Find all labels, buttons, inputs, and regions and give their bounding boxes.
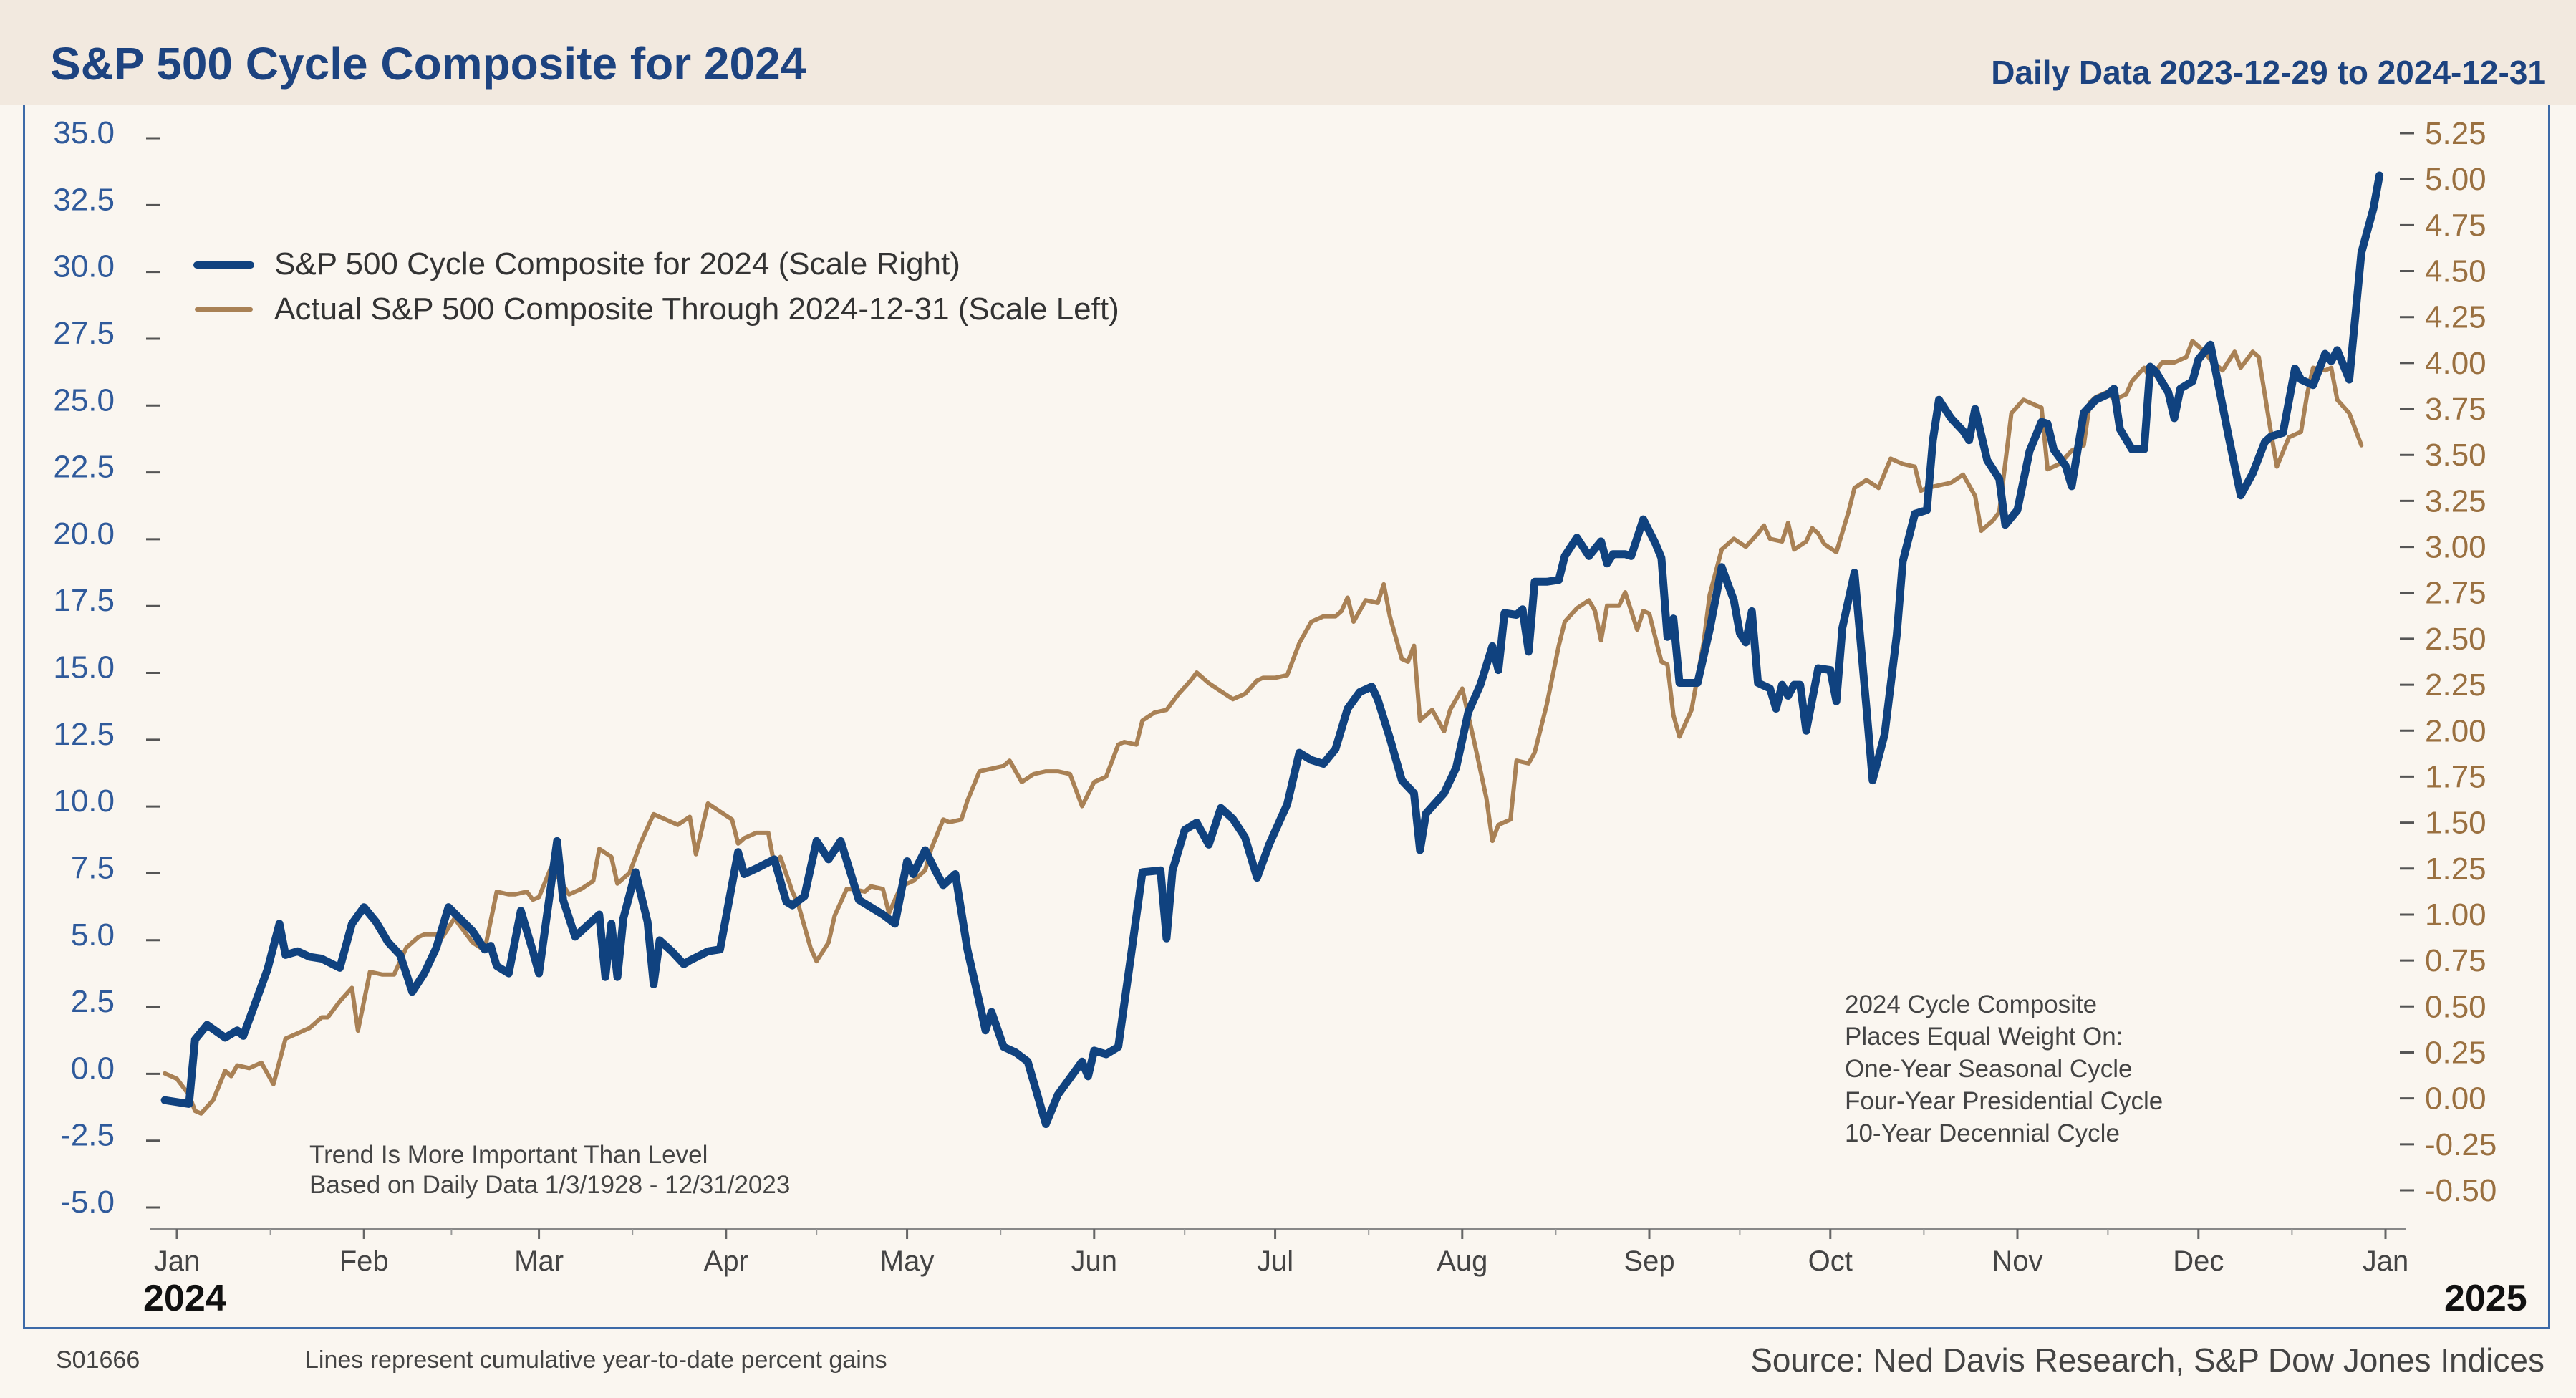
left-tick-label: 5.0 [71, 917, 115, 953]
source-note: Source: Ned Davis Research, S&P Dow Jone… [1750, 1341, 2544, 1379]
left-tick-label: 25.0 [53, 382, 115, 418]
left-tick-label: 0.0 [71, 1051, 115, 1086]
x-tick-label: Jul [1257, 1245, 1293, 1277]
trend-note-line-1: Trend Is More Important Than Level [309, 1141, 708, 1169]
x-tick-label: Nov [1992, 1245, 2042, 1277]
chart-title: S&P 500 Cycle Composite for 2024 [50, 38, 806, 90]
right-tick-label: 1.25 [2425, 852, 2486, 887]
right-tick-label: 2.50 [2425, 622, 2486, 657]
left-tick-label: 10.0 [53, 784, 115, 819]
right-tick-label: 2.00 [2425, 713, 2486, 748]
left-tick-label: 22.5 [53, 450, 115, 485]
plot-lines [160, 171, 2384, 1129]
x-tick-label: Sep [1624, 1245, 1674, 1277]
year-start-label: 2024 [143, 1278, 226, 1319]
composite-note-line-5: 10-Year Decennial Cycle [1845, 1119, 2120, 1147]
series-line-actual [163, 339, 2364, 1116]
x-tick-label: May [880, 1245, 935, 1277]
right-tick-label: 1.00 [2425, 897, 2486, 932]
right-tick-label: 2.75 [2425, 576, 2486, 611]
right-tick-label: 4.50 [2425, 254, 2486, 289]
legend-label-composite: S&P 500 Cycle Composite for 2024 (Scale … [274, 246, 960, 281]
left-tick-label: -2.5 [60, 1118, 115, 1153]
trend-note: Trend Is More Important Than Level Based… [309, 1141, 790, 1199]
right-tick-label: 0.00 [2425, 1081, 2486, 1117]
composite-note: 2024 Cycle Composite Places Equal Weight… [1845, 990, 2163, 1147]
right-tick-label: 5.00 [2425, 162, 2486, 197]
series-line-composite [160, 171, 2384, 1129]
x-tick-label: Jan [154, 1245, 201, 1277]
right-axis: 5.25 5.00 4.75 4.50 4.25 4.00 3.75 3.50 3.25 3.00… [2400, 116, 2497, 1208]
right-tick-label: 3.25 [2425, 483, 2486, 519]
composite-note-line-4: Four-Year Presidential Cycle [1845, 1087, 2163, 1115]
right-tick-label: 3.00 [2425, 530, 2486, 565]
date-range: Daily Data 2023-12-29 to 2024-12-31 [1991, 54, 2546, 91]
chart-frame [23, 105, 2550, 1329]
left-tick-label: 35.0 [53, 115, 115, 150]
right-tick-label: -0.25 [2425, 1127, 2497, 1162]
x-tick-label: Feb [339, 1245, 389, 1277]
left-tick-label: 30.0 [53, 249, 115, 284]
right-tick-label: 0.25 [2425, 1035, 2486, 1070]
x-axis: Jan Feb Mar Apr May Jun Jul Aug Sep Oct Nov Dec Jan [150, 1228, 2409, 1277]
x-tick-label: Jun [1071, 1245, 1118, 1277]
right-tick-label: 0.50 [2425, 989, 2486, 1024]
left-tick-label: 20.0 [53, 516, 115, 551]
right-tick-label: 4.25 [2425, 300, 2486, 335]
x-tick-label: Aug [1437, 1245, 1487, 1277]
legend-label-actual: Actual S&P 500 Composite Through 2024-12… [274, 291, 1119, 327]
left-tick-label: -5.0 [60, 1185, 115, 1220]
x-tick-label: Apr [704, 1245, 748, 1277]
composite-note-line-1: 2024 Cycle Composite [1845, 990, 2097, 1018]
right-tick-label: 4.75 [2425, 208, 2486, 243]
right-tick-label: 4.00 [2425, 346, 2486, 381]
x-tick-label: Oct [1808, 1245, 1853, 1277]
right-tick-label: 1.50 [2425, 806, 2486, 841]
x-tick-label: Jan [2363, 1245, 2409, 1277]
x-tick-label: Mar [514, 1245, 564, 1277]
chart-id: S01666 [56, 1346, 140, 1374]
left-tick-label: 2.5 [71, 984, 115, 1019]
right-tick-label: 2.25 [2425, 667, 2486, 703]
right-tick-label: 3.75 [2425, 392, 2486, 427]
left-tick-label: 12.5 [53, 717, 115, 752]
year-end-label: 2025 [2444, 1278, 2527, 1319]
left-tick-label: 27.5 [53, 316, 115, 351]
header-band [0, 0, 2576, 105]
left-axis: 35.0 32.5 30.0 27.5 25.0 22.5 20.0 17.5 15.0 12.5… [53, 115, 160, 1220]
x-tick-label: Dec [2173, 1245, 2224, 1277]
right-tick-label: 3.50 [2425, 438, 2486, 473]
left-tick-label: 15.0 [53, 650, 115, 685]
legend: S&P 500 Cycle Composite for 2024 (Scale … [193, 246, 1119, 327]
right-tick-label: 5.25 [2425, 116, 2486, 151]
left-tick-label: 17.5 [53, 583, 115, 618]
trend-note-line-2: Based on Daily Data 1/3/1928 - 12/31/202… [309, 1171, 790, 1199]
composite-note-line-2: Places Equal Weight On: [1845, 1023, 2123, 1051]
right-tick-label: 0.75 [2425, 943, 2486, 978]
left-tick-label: 7.5 [71, 850, 115, 885]
right-tick-label: 1.75 [2425, 759, 2486, 794]
composite-note-line-3: One-Year Seasonal Cycle [1845, 1055, 2132, 1083]
footer-note: Lines represent cumulative year-to-date … [305, 1346, 887, 1374]
right-tick-label: -0.50 [2425, 1173, 2497, 1208]
left-tick-label: 32.5 [53, 182, 115, 217]
